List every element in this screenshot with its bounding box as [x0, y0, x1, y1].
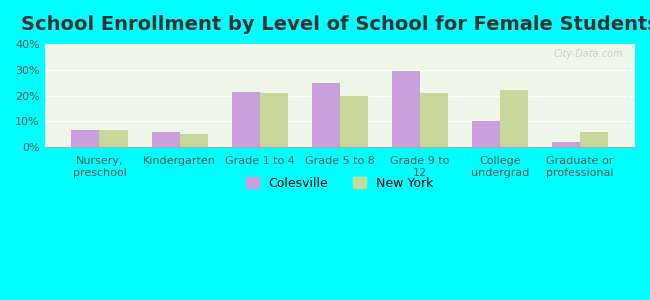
Bar [260, 93, 288, 147]
Bar [552, 142, 580, 147]
Bar [420, 93, 448, 147]
Bar [340, 95, 368, 147]
Bar [312, 82, 340, 147]
Bar [500, 90, 528, 147]
Title: School Enrollment by Level of School for Female Students: School Enrollment by Level of School for… [21, 15, 650, 34]
Bar [231, 92, 260, 147]
Bar [72, 130, 99, 147]
Legend: Colesville, New York: Colesville, New York [241, 172, 438, 195]
Bar [179, 134, 207, 147]
Bar [472, 121, 500, 147]
Bar [99, 130, 127, 147]
Bar [151, 132, 179, 147]
Text: City-Data.com: City-Data.com [554, 49, 623, 59]
Bar [580, 132, 608, 147]
Bar [392, 71, 420, 147]
